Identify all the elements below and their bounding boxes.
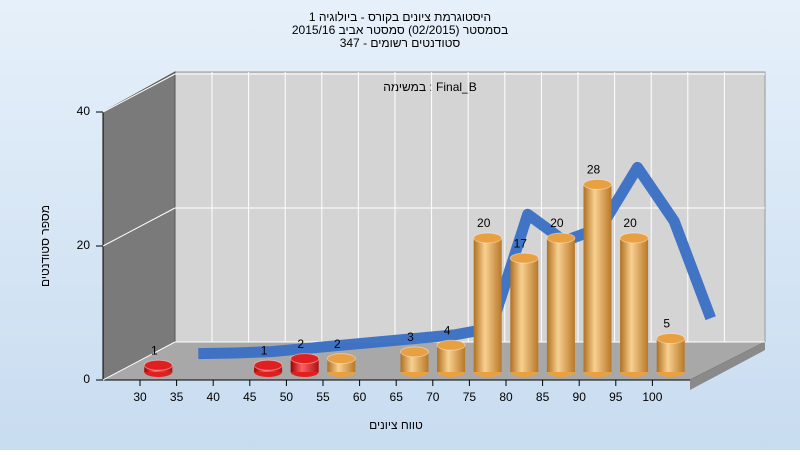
floor-edge bbox=[690, 342, 765, 390]
bar bbox=[510, 258, 539, 372]
value-label: 17 bbox=[514, 236, 528, 250]
grid-line bbox=[102, 73, 176, 113]
x-tick-label: 40 bbox=[207, 390, 221, 404]
bar-top bbox=[509, 252, 539, 264]
chart-title: היסטוגרמת ציונים בקורס - ביולוגיה 1 bbox=[309, 10, 491, 24]
x-tick-label: 30 bbox=[133, 390, 147, 404]
bar-top bbox=[619, 232, 649, 244]
bar-top bbox=[583, 178, 612, 190]
y-axis-label: מספר סטודנטים bbox=[38, 205, 52, 287]
value-label: 2 bbox=[297, 337, 304, 351]
value-label: 5 bbox=[663, 317, 670, 331]
value-label: 2 bbox=[334, 337, 341, 351]
value-label: 20 bbox=[477, 216, 491, 230]
bar-top bbox=[436, 339, 466, 351]
x-tick-label: 85 bbox=[536, 390, 550, 404]
bar bbox=[473, 238, 502, 372]
back-wall bbox=[174, 71, 766, 343]
x-tick-label: 60 bbox=[353, 390, 367, 404]
bar bbox=[656, 338, 685, 372]
x-tick-label: 75 bbox=[463, 390, 477, 404]
x-tick-label: 65 bbox=[390, 390, 404, 404]
value-label: 20 bbox=[550, 216, 564, 230]
bar-top bbox=[546, 232, 576, 244]
bar-top bbox=[326, 353, 356, 365]
y-tick-label: 20 bbox=[77, 238, 91, 252]
bar bbox=[620, 238, 649, 372]
chart-subtitle: בסמסטר (02/2015) סמסטר אביב 2015/16 bbox=[292, 23, 508, 37]
x-tick-label: 35 bbox=[170, 390, 184, 404]
x-axis-label: טווח ציונים bbox=[369, 418, 423, 432]
value-label: 1 bbox=[151, 343, 158, 357]
bar bbox=[400, 351, 429, 372]
bar-top bbox=[290, 353, 320, 365]
value-label: 20 bbox=[623, 216, 637, 230]
value-label: 3 bbox=[407, 330, 414, 344]
x-tick-label: 55 bbox=[316, 390, 330, 404]
grid-line bbox=[102, 207, 176, 247]
x-tick-label: 95 bbox=[609, 390, 623, 404]
side-wall bbox=[102, 71, 176, 381]
x-tick-label: 80 bbox=[499, 390, 513, 404]
value-label: 28 bbox=[587, 163, 601, 177]
bar bbox=[546, 238, 575, 372]
value-label: 4 bbox=[444, 323, 451, 337]
bar-top bbox=[473, 232, 503, 244]
grid-line bbox=[102, 341, 176, 381]
annotation: במשימה : Final_B bbox=[383, 80, 477, 94]
bar-top bbox=[400, 346, 429, 358]
bar bbox=[583, 184, 612, 372]
x-tick-label: 70 bbox=[426, 390, 440, 404]
y-tick-label: 0 bbox=[83, 372, 90, 386]
x-tick-label: 45 bbox=[243, 390, 257, 404]
bar-top bbox=[143, 359, 173, 371]
bar-top bbox=[656, 333, 686, 344]
x-tick-label: 50 bbox=[280, 390, 294, 404]
curve bbox=[198, 161, 716, 360]
value-label: 1 bbox=[261, 343, 268, 357]
y-tick-label: 40 bbox=[77, 104, 91, 118]
x-tick-label: 90 bbox=[573, 390, 587, 404]
x-tick-label: 100 bbox=[642, 390, 662, 404]
bar-top bbox=[253, 359, 283, 371]
chart-subtitle: סטודנטים רשומים - 347 bbox=[340, 36, 461, 50]
